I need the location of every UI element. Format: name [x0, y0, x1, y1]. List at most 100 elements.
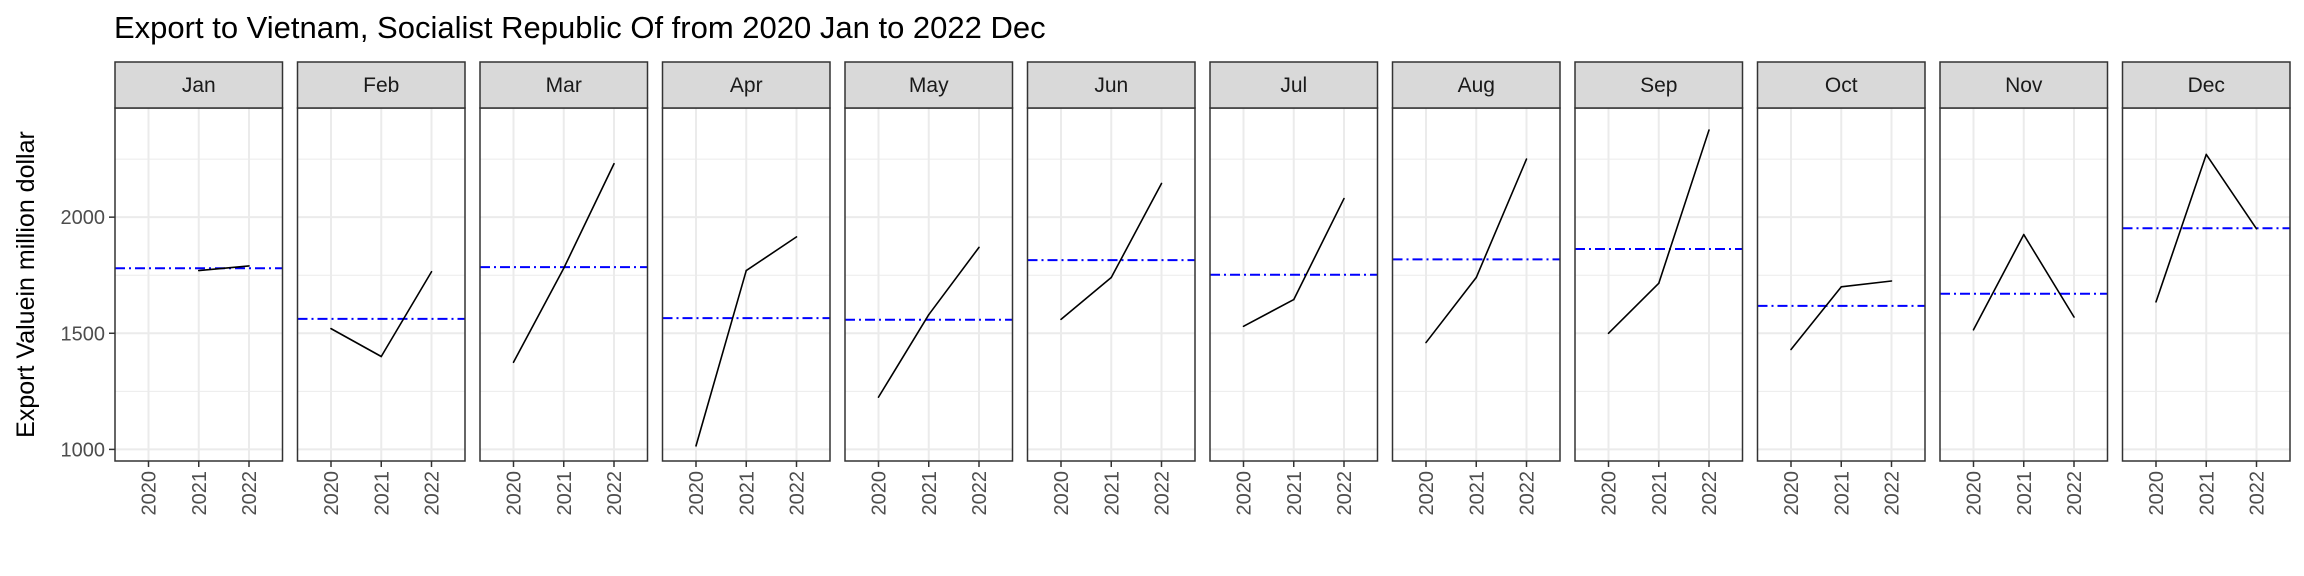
series-segment: [1790, 286, 1843, 351]
series-segment: [2155, 153, 2208, 303]
x-tick-label: 2020: [869, 471, 891, 516]
series-segment: [1972, 233, 2025, 331]
y-tick-label: 2000: [61, 207, 106, 229]
facet-strip: [479, 61, 649, 109]
x-tick-label: 2022: [787, 471, 809, 516]
x-tick-label: 2022: [422, 471, 444, 516]
facet-mar: Mar 2020 2021 2022: [479, 61, 649, 516]
x-tick-label: 2022: [1517, 471, 1539, 516]
facet-strip-label: Jun: [1094, 74, 1128, 97]
facet-strip: [844, 61, 1014, 109]
x-tick-label: 2022: [2247, 471, 2269, 516]
facet-nov: Nov 2020 2021 2022: [1939, 61, 2109, 516]
facet-strip: [1026, 61, 1196, 109]
facet-strip-label: Dec: [2188, 74, 2225, 97]
facet-strip-label: Mar: [546, 74, 582, 97]
y-tick-label: 1500: [61, 323, 106, 345]
facet-jan: Jan 2020 2021 2022: [114, 61, 284, 516]
facet-strip-label: Apr: [730, 74, 763, 97]
x-tick-label: 2020: [1416, 471, 1438, 516]
facet-apr: Apr 2020 2021 2022: [661, 61, 831, 516]
x-tick-label: 2020: [1234, 471, 1256, 516]
facet-strip-label: Jul: [1280, 74, 1307, 97]
facet-jul: Jul 2020 2021 2022: [1209, 61, 1379, 516]
series-segment: [380, 270, 433, 358]
x-tick-label: 2022: [1152, 471, 1174, 516]
series-segment: [330, 327, 383, 358]
facet-strip: [661, 61, 831, 109]
x-tick-label: 2020: [504, 471, 526, 516]
facet-panels: Jan 2020 2021 2022 Feb 2020 2021 2022 Mar 2020 202…: [114, 61, 2291, 516]
chart-title: Export to Vietnam, Socialist Republic Of…: [114, 10, 1046, 45]
x-tick-label: 2021: [189, 471, 211, 516]
facet-strip-label: Oct: [1825, 74, 1858, 97]
facet-strip-label: Aug: [1458, 74, 1495, 97]
x-tick-label: 2021: [1649, 471, 1671, 516]
facet-strip-label: Feb: [363, 74, 399, 97]
facet-strip-label: May: [909, 74, 949, 97]
facet-oct: Oct 2020 2021 2022: [1756, 61, 1926, 516]
x-tick-label: 2020: [139, 471, 161, 516]
x-tick-label: 2020: [2146, 471, 2168, 516]
facet-strip: [1939, 61, 2109, 109]
series-segment: [1607, 282, 1660, 335]
x-tick-label: 2022: [2064, 471, 2086, 516]
facet-strip: [2121, 61, 2291, 109]
series-segment: [1475, 158, 1528, 279]
series-segment: [2205, 153, 2258, 230]
series-segment: [512, 267, 565, 364]
x-tick-label: 2021: [919, 471, 941, 516]
x-tick-label: 2021: [2014, 471, 2036, 516]
facet-strip-label: Sep: [1640, 74, 1677, 97]
facet-aug: Aug 2020 2021 2022: [1391, 61, 1561, 516]
facet-strip: [1209, 61, 1379, 109]
x-tick-label: 2021: [736, 471, 758, 516]
x-tick-label: 2021: [371, 471, 393, 516]
series-segment: [745, 236, 798, 272]
series-segment: [1840, 280, 1893, 288]
x-tick-label: 2021: [1284, 471, 1306, 516]
x-tick-label: 2021: [1831, 471, 1853, 516]
facet-strip: [1756, 61, 1926, 109]
x-tick-label: 2022: [1882, 471, 1904, 516]
series-segment: [2022, 233, 2075, 318]
series-segment: [1425, 276, 1478, 344]
x-tick-label: 2022: [604, 471, 626, 516]
x-tick-label: 2020: [1964, 471, 1986, 516]
facet-dec: Dec 2020 2021 2022: [2121, 61, 2291, 516]
series-segment: [1060, 276, 1113, 321]
facet-sep: Sep 2020 2021 2022: [1574, 61, 1744, 516]
x-tick-label: 2020: [321, 471, 343, 516]
series-segment: [1110, 182, 1163, 279]
x-tick-label: 2021: [2196, 471, 2218, 516]
facet-strip: [1391, 61, 1561, 109]
series-segment: [197, 265, 250, 272]
y-tick-label: 1000: [61, 439, 106, 461]
x-tick-label: 2021: [1101, 471, 1123, 516]
series-segment: [1657, 129, 1710, 285]
y-axis-title: Export Valuein million dollar: [12, 131, 40, 438]
x-tick-label: 2021: [554, 471, 576, 516]
facet-may: May 2020 2021 2022: [844, 61, 1014, 516]
x-tick-label: 2022: [239, 471, 261, 516]
facet-strip-label: Jan: [182, 74, 216, 97]
x-tick-label: 2020: [1781, 471, 1803, 516]
x-tick-label: 2020: [686, 471, 708, 516]
series-segment: [562, 162, 615, 270]
x-tick-label: 2022: [1699, 471, 1721, 516]
facet-strip: [114, 61, 284, 109]
facet-strip-label: Nov: [2005, 74, 2043, 97]
series-segment: [1292, 197, 1345, 301]
series-segment: [877, 313, 930, 398]
facet-jun: Jun 2020 2021 2022: [1026, 61, 1196, 516]
x-tick-label: 2022: [1334, 471, 1356, 516]
series-segment: [695, 269, 748, 447]
facet-feb: Feb 2020 2021 2022: [296, 61, 466, 516]
x-tick-label: 2020: [1051, 471, 1073, 516]
facet-strip: [1574, 61, 1744, 109]
x-tick-label: 2021: [1466, 471, 1488, 516]
series-segment: [1242, 298, 1295, 328]
x-tick-label: 2022: [969, 471, 991, 516]
y-axis: 1000 1500 2000: [61, 207, 115, 461]
